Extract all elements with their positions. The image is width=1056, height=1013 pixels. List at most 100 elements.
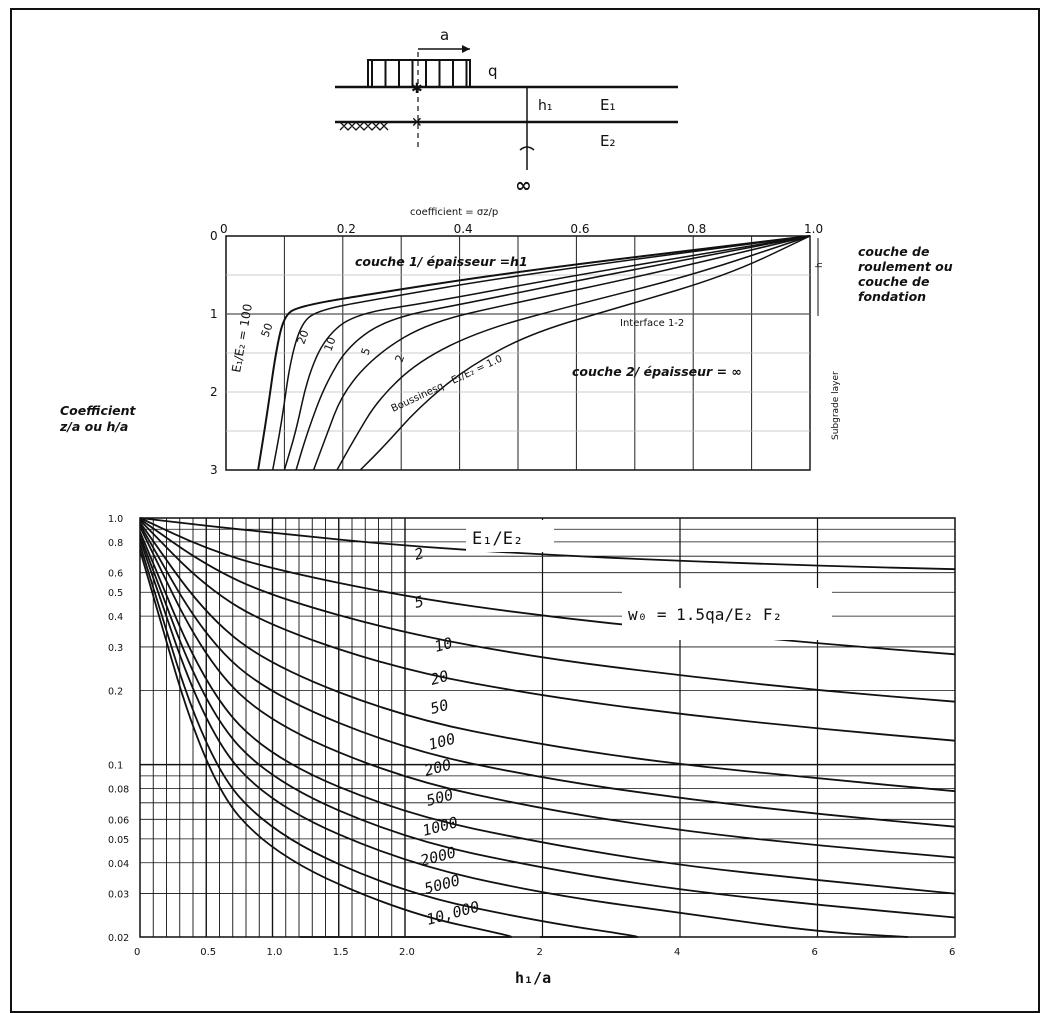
- ylabel-line-1: Coefficient: [60, 403, 137, 418]
- boussinesq-label: Boussinesq - E₁/E₂ = 1.0: [390, 354, 504, 415]
- chart1-xtick-label: 1.0: [804, 222, 823, 236]
- chart1-curve-50: [271, 235, 811, 471]
- hatching-icon: [339, 121, 389, 131]
- chart2-ytick-label: 0.06: [108, 815, 129, 826]
- layer1-annotation: couche 1/ épaisseur =h1: [355, 254, 528, 269]
- chart1-curve-labels: 50 20 10 5 2: [259, 321, 408, 364]
- layer-diagram: a q ✱ ✕ h₁ E₁ E₂ ∞: [335, 26, 678, 197]
- curve-family-label: E₁/E₂ = 100: [229, 303, 255, 374]
- chart1-curve-label: 2: [393, 353, 408, 364]
- right-label-line-1: couche de: [858, 244, 929, 259]
- chart2-curve-2: [139, 517, 956, 571]
- chart2-xtick-label: 6: [812, 947, 818, 958]
- chart2-ytick-label: 0.5: [108, 588, 123, 599]
- chart1-curve-label: 50: [259, 321, 276, 339]
- chart2-curve-label: 2: [412, 544, 425, 564]
- chart2-ytick-label: 0.4: [108, 612, 123, 623]
- chart2-ytick-label: 0.08: [108, 785, 129, 796]
- chart2-plot-area: [139, 517, 956, 938]
- chart2-grid: [139, 517, 956, 938]
- chart2-ytick-label: 0.3: [108, 643, 123, 654]
- chart1-ytick-label: 1: [210, 307, 218, 321]
- chart2-ytick-label: 1.0: [108, 514, 123, 525]
- chart1-xtick-label: 0: [220, 222, 228, 236]
- chart1-curves: [257, 235, 811, 471]
- right-label-line-3: couche de: [858, 274, 929, 289]
- formula: w₀ = 1.5qa/E₂ F₂: [628, 605, 782, 624]
- interface-annotation: Interface 1-2: [620, 318, 684, 329]
- arrow-head-icon: [462, 45, 470, 53]
- chart2-curve-1000: [139, 535, 956, 919]
- chart2-curve-100: [139, 524, 956, 828]
- right-label: couche de roulement ou couche de fondati…: [858, 244, 953, 304]
- chart1-curve-label: 20: [295, 328, 312, 346]
- chart2-ytick-label: 0.6: [108, 569, 123, 580]
- formula-bg: [622, 588, 832, 640]
- chart1-xtick-label: 0.6: [570, 222, 589, 236]
- chart1-curve-20: [283, 235, 811, 471]
- chart2-ticks: 1.0 0.8 0.6 0.5 0.4 0.3 0.2 0.1 0.08 0.06 0.05 0.04…: [108, 514, 955, 958]
- infinity-icon: ∞: [515, 173, 532, 197]
- chart1-ytick-label: 3: [210, 463, 218, 477]
- chart2-curve-label: 100: [426, 729, 457, 753]
- chart2-curve-label: 10: [432, 634, 454, 656]
- h1-label: h₁: [538, 98, 553, 114]
- chart1-curve-label: 10: [322, 335, 339, 353]
- chart1-curve-5: [312, 235, 811, 471]
- chart2-xtick-label: 2: [537, 947, 543, 958]
- chart2-curve-2000: [139, 539, 909, 938]
- point-marker-icon: ✱: [411, 81, 423, 97]
- chart2-curve-label: 2000: [418, 843, 458, 870]
- chart2-ytick-label: 0.2: [108, 686, 123, 697]
- chart2-curve-50: [139, 521, 956, 793]
- chart2-ytick-label: 0.02: [108, 933, 129, 944]
- ylabel-line-2: z/a ou h/a: [59, 419, 128, 434]
- break-icon: [519, 146, 535, 151]
- chart2-xtick-label: 2.0: [399, 947, 415, 958]
- chart1-ticks: 0 0.2 0.4 0.6 0.8 1.0 0 1 2 3: [210, 222, 823, 477]
- chart1-ytick-label: 2: [210, 385, 218, 399]
- deflection-chart: 1.0 0.8 0.6 0.5 0.4 0.3 0.2 0.1 0.08 0.06 0.05 0.04…: [108, 514, 956, 987]
- chart2-ytick-label: 0.03: [108, 890, 129, 901]
- chart2-ytick-label: 0.1: [108, 761, 123, 772]
- h-marker: h: [815, 262, 825, 268]
- point-marker-icon: ✕: [411, 115, 423, 131]
- chart2-xtick-label: 4: [674, 947, 680, 958]
- legend-title: E₁/E₂: [472, 529, 523, 549]
- layer2-annotation: couche 2/ épaisseur = ∞: [572, 364, 742, 379]
- chart2-ytick-label: 0.8: [108, 538, 123, 549]
- xlabel: h₁/a: [515, 969, 551, 987]
- chart1-curve-2: [336, 235, 811, 471]
- left-ylabel: Coefficient z/a ou h/a: [59, 403, 137, 434]
- chart2-xtick-label: 0: [134, 947, 140, 958]
- chart1-xtick-label: 0.4: [454, 222, 473, 236]
- chart1-xtick-label: 0.8: [687, 222, 706, 236]
- chart2-curve-200: [139, 526, 956, 859]
- right-label-line-2: roulement ou: [858, 259, 953, 274]
- chart2-curve-10: [139, 518, 956, 703]
- e1-label: E₁: [600, 96, 616, 114]
- chart1-title: coefficient = σz/p: [410, 207, 498, 218]
- chart2-curve-500: [139, 531, 956, 895]
- chart1-xtick-label: 0.2: [337, 222, 356, 236]
- chart2-curve-label: 50: [428, 696, 450, 718]
- chart2-curve-label: 20: [428, 667, 450, 689]
- subgrade-annotation: Subgrade layer: [831, 371, 841, 440]
- e2-label: E₂: [600, 132, 616, 150]
- load-q-label: q: [488, 62, 498, 80]
- chart2-xtick-label: 0.5: [200, 947, 216, 958]
- chart2-curve-5000: [139, 544, 639, 938]
- chart2-curve-label: 5: [412, 592, 425, 612]
- chart2-curve-label: 500: [424, 785, 455, 809]
- right-label-line-4: fondation: [858, 289, 926, 304]
- chart2-curves: [139, 517, 956, 938]
- chart2-ytick-label: 0.05: [108, 835, 129, 846]
- chart1-ytick-label: 0: [210, 229, 218, 243]
- legend-title-bg: [466, 520, 554, 552]
- load-arrows: [371, 60, 468, 86]
- chart1-curve-1-0: [359, 235, 811, 471]
- chart2-curve-10000: [139, 550, 513, 938]
- chart2-xtick-label: 6: [949, 947, 955, 958]
- dim-a-label: a: [440, 26, 449, 44]
